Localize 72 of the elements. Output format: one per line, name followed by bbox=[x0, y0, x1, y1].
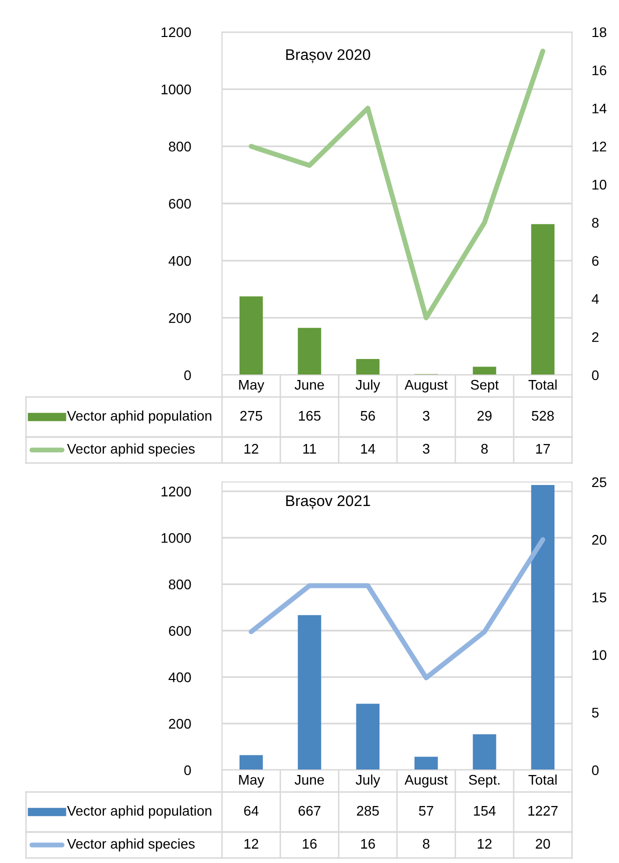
y-tick-label: 200 bbox=[168, 718, 191, 729]
data-label: 16 bbox=[302, 838, 317, 849]
x-tick-label: June bbox=[294, 775, 324, 785]
data-label: 57 bbox=[419, 806, 434, 816]
data-label: 1227 bbox=[528, 806, 558, 816]
y2-tick-label: 25 bbox=[592, 477, 606, 488]
data-label: 20 bbox=[536, 838, 550, 849]
y-tick-label: 0 bbox=[184, 765, 191, 776]
y2-tick-label: 8 bbox=[592, 218, 599, 228]
data-label: 667 bbox=[298, 806, 320, 816]
y2-tick-label: 14 bbox=[592, 104, 606, 114]
data-label: 12 bbox=[244, 838, 258, 849]
data-label: 154 bbox=[474, 806, 496, 816]
x-tick-label: August bbox=[404, 380, 448, 392]
y-tick-label: 800 bbox=[168, 580, 191, 590]
data-label: 3 bbox=[422, 444, 430, 454]
x-tick-label: August bbox=[404, 775, 448, 788]
y-tick-label: 1200 bbox=[162, 27, 191, 38]
data-label: 8 bbox=[481, 444, 488, 454]
legend-label: Vector aphid species bbox=[67, 444, 195, 456]
y-tick-label: 600 bbox=[168, 198, 191, 209]
x-tick-label: Sept. bbox=[468, 774, 500, 788]
data-label: 528 bbox=[532, 410, 554, 421]
y-tick-label: 1000 bbox=[162, 84, 191, 94]
y-tick-label: 0 bbox=[184, 370, 191, 380]
x-tick-label: July bbox=[356, 380, 380, 392]
data-label: 56 bbox=[360, 410, 375, 421]
text: Brașov 2020 bbox=[286, 49, 370, 64]
data-label: 14 bbox=[361, 444, 376, 454]
x-tick-label: Sept bbox=[470, 380, 499, 392]
y-tick-label: 1200 bbox=[162, 486, 191, 496]
y-tick-label: 1000 bbox=[162, 533, 191, 543]
text: Brașov 2021 bbox=[286, 495, 370, 510]
data-label: 285 bbox=[356, 806, 379, 816]
data-label: 12 bbox=[244, 444, 258, 454]
legend-label: Vector aphid species bbox=[67, 838, 195, 852]
y2-tick-label: 10 bbox=[592, 650, 606, 660]
data-label: 12 bbox=[478, 838, 492, 849]
y2-tick-label: 16 bbox=[592, 65, 606, 76]
y-tick-label: 400 bbox=[168, 256, 191, 266]
x-tick-label: Total bbox=[528, 380, 557, 390]
data-label: 16 bbox=[361, 838, 375, 849]
x-tick-label: June bbox=[294, 380, 324, 390]
y-tick-label: 400 bbox=[168, 672, 191, 682]
y2-tick-label: 10 bbox=[592, 180, 606, 190]
x-tick-label: July bbox=[356, 774, 380, 788]
y2-tick-label: 20 bbox=[592, 534, 606, 545]
data-label: 29 bbox=[477, 410, 492, 421]
data-label: 3 bbox=[422, 410, 430, 421]
y2-tick-label: 5 bbox=[592, 708, 599, 718]
legend-label: Vector aphid population bbox=[67, 806, 212, 818]
x-tick-label: Total bbox=[528, 774, 557, 785]
x-tick-label: May bbox=[239, 380, 264, 392]
data-label: 11 bbox=[303, 444, 316, 454]
data-label: 64 bbox=[244, 806, 258, 816]
data-label: 275 bbox=[240, 410, 262, 421]
y2-tick-label: 0 bbox=[592, 765, 599, 776]
y2-tick-label: 18 bbox=[592, 27, 606, 38]
y-tick-label: 600 bbox=[168, 626, 191, 636]
y2-tick-label: 0 bbox=[592, 370, 599, 380]
data-label: 17 bbox=[536, 444, 550, 454]
legend-label: Vector aphid population bbox=[67, 410, 212, 424]
y-tick-label: 800 bbox=[168, 142, 191, 152]
data-label: 8 bbox=[422, 838, 430, 849]
y2-tick-label: 2 bbox=[592, 332, 598, 342]
x-tick-label: May bbox=[239, 775, 264, 788]
y-tick-label: 200 bbox=[168, 313, 191, 324]
y2-tick-label: 15 bbox=[592, 592, 606, 602]
y2-tick-label: 6 bbox=[592, 256, 599, 266]
data-label: 165 bbox=[298, 410, 321, 421]
y2-tick-label: 4 bbox=[592, 294, 599, 304]
y2-tick-label: 12 bbox=[592, 142, 606, 152]
